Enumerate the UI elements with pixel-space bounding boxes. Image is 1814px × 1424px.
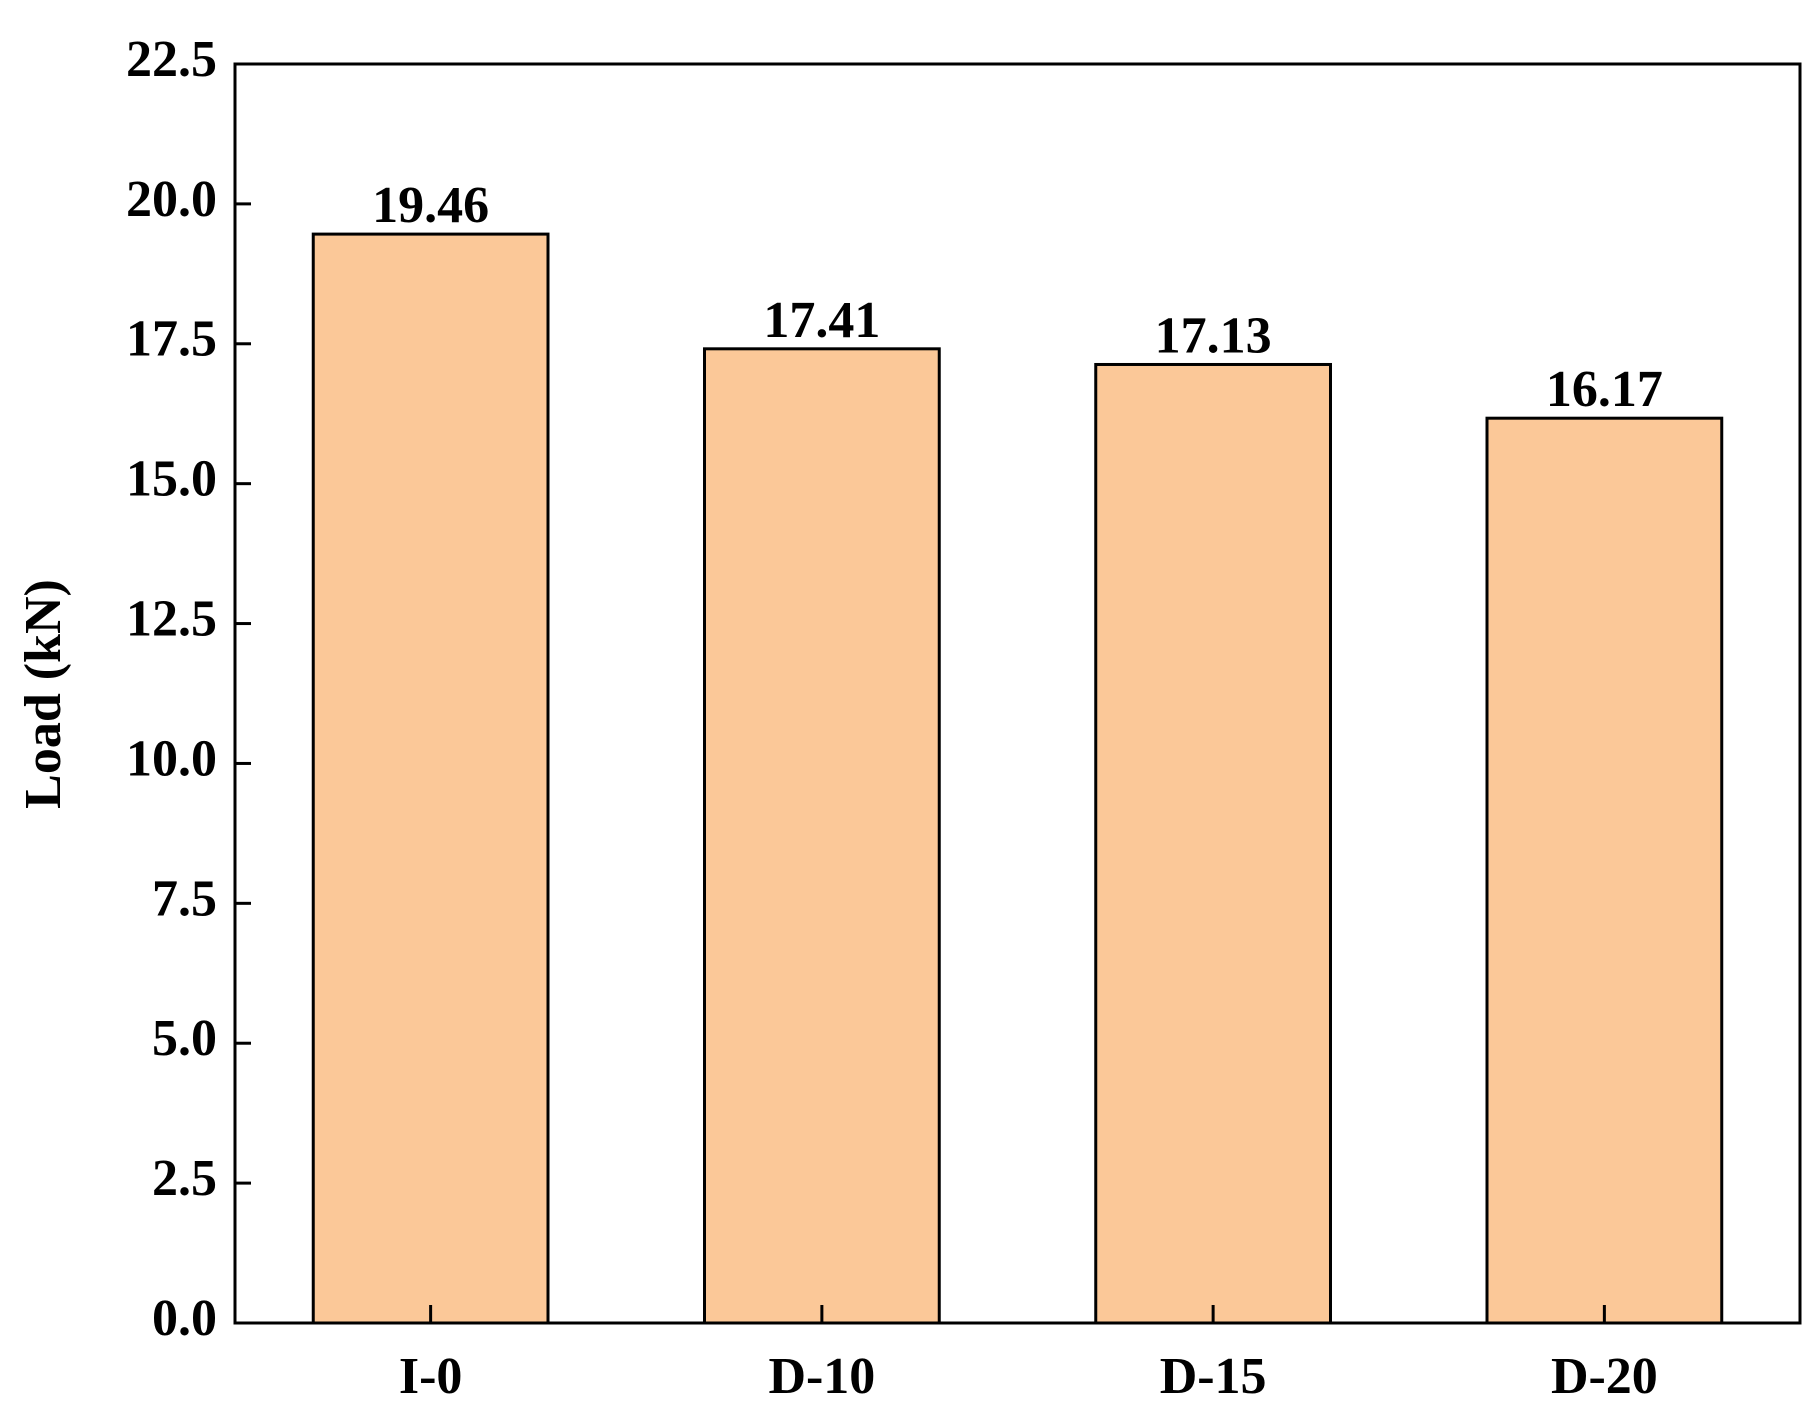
data-label: 17.41	[763, 292, 880, 349]
x-tick-label: D-15	[1160, 1348, 1267, 1405]
y-tick-label: 2.5	[152, 1150, 217, 1207]
y-tick-label: 12.5	[126, 590, 217, 647]
bar	[1094, 362, 1332, 1325]
x-tick-label: D-10	[768, 1348, 875, 1405]
plot-frame	[233, 62, 1802, 1325]
y-tick-label: 20.0	[126, 171, 217, 228]
y-tick-label: 0.0	[152, 1290, 217, 1347]
bar	[311, 232, 550, 1325]
y-tick-label: 22.5	[126, 31, 217, 88]
y-tick-label: 10.0	[126, 730, 217, 787]
y-tick-label: 7.5	[152, 870, 217, 927]
y-axis-label: Load (kN)	[15, 579, 72, 809]
bar	[1485, 416, 1724, 1325]
data-label: 16.17	[1546, 361, 1663, 418]
y-tick-label: 17.5	[126, 311, 217, 368]
y-tick-label: 5.0	[152, 1010, 217, 1067]
x-tick-label: I-0	[399, 1348, 463, 1405]
bar	[703, 347, 941, 1325]
x-tick-label: D-20	[1551, 1348, 1658, 1405]
y-tick-label: 15.0	[126, 451, 217, 508]
data-label: 19.46	[372, 177, 489, 234]
data-label: 17.13	[1155, 307, 1272, 364]
